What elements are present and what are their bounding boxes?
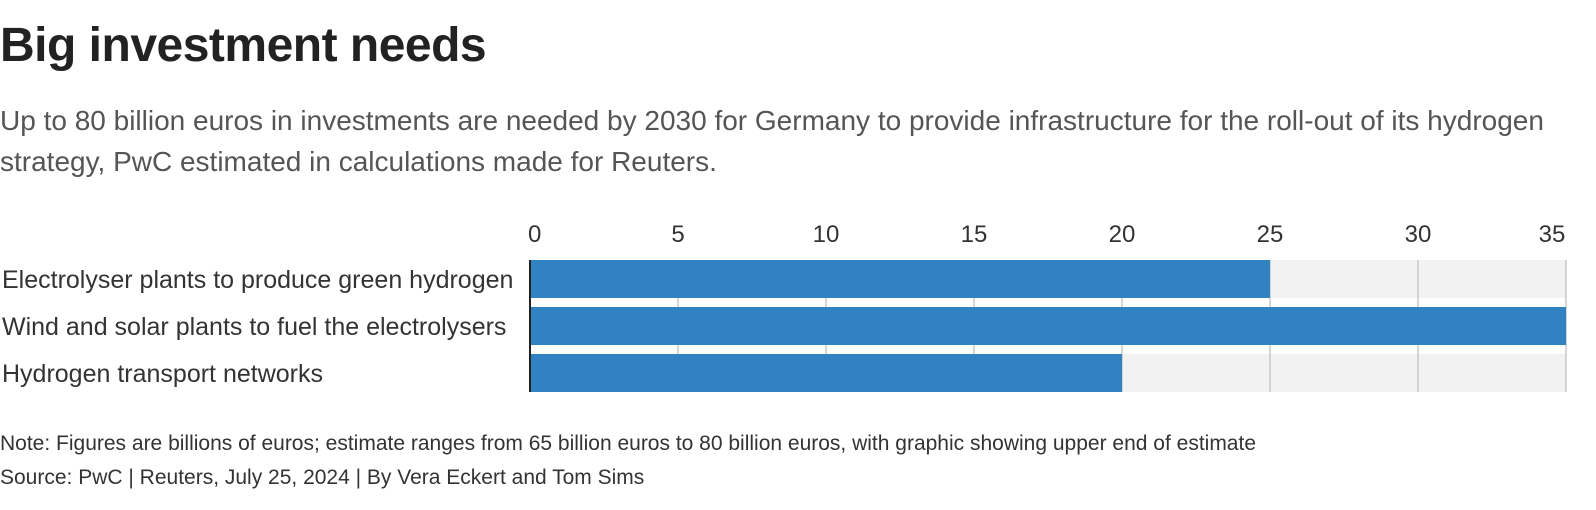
- x-tick-label: 20: [1109, 221, 1136, 248]
- chart-source: Source: PwC | Reuters, July 25, 2024 | B…: [0, 466, 645, 489]
- category-label: Hydrogen transport networks: [2, 360, 323, 388]
- bar: [530, 260, 1270, 298]
- category-label: Wind and solar plants to fuel the electr…: [2, 313, 506, 341]
- chart-note: Note: Figures are billions of euros; est…: [0, 432, 1257, 455]
- x-tick-label: 5: [671, 221, 684, 248]
- x-tick-label: 15: [961, 221, 988, 248]
- x-tick-label: 25: [1257, 221, 1284, 248]
- x-tick-label: 30: [1405, 221, 1432, 248]
- chart-subtitle: Up to 80 billion euros in investments ar…: [0, 105, 1544, 177]
- chart-title: Big investment needs: [0, 19, 487, 72]
- x-tick-label: 0: [528, 221, 541, 248]
- bar-chart: 0 5 10 15 20 25 30 35 Electrolyser plants to pro…: [2, 221, 1567, 392]
- bar: [530, 307, 1566, 345]
- category-label: Electrolyser plants to produce green hyd…: [2, 266, 513, 294]
- x-tick-label: 10: [813, 221, 840, 248]
- bar: [530, 354, 1122, 392]
- x-tick-label: 35: [1539, 221, 1566, 248]
